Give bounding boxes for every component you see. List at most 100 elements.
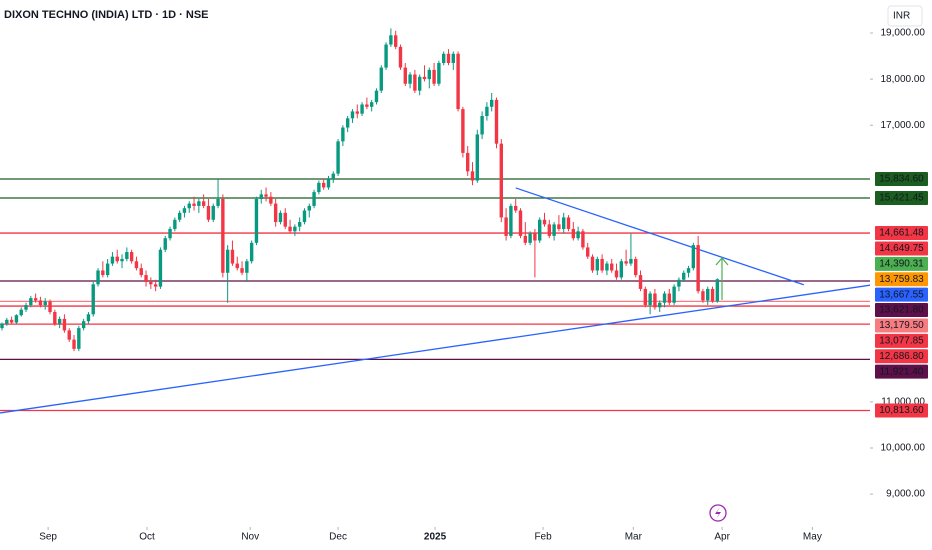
candle-body xyxy=(710,288,715,302)
price-label: 10,813.60 xyxy=(879,405,924,416)
candle-body xyxy=(177,212,182,220)
price-label: 11,921.40 xyxy=(880,366,924,377)
candle-body xyxy=(331,173,335,179)
candle-body xyxy=(62,318,67,331)
candle-body xyxy=(624,261,628,264)
candle-body xyxy=(384,44,388,68)
candle-body xyxy=(485,106,489,117)
candle-body xyxy=(605,263,609,271)
candle-body xyxy=(465,152,470,172)
candle-body xyxy=(38,300,43,306)
candle-body xyxy=(29,298,33,306)
price-label: 15,834.60 xyxy=(879,174,924,185)
candle-body xyxy=(518,210,523,236)
candle-body xyxy=(706,288,710,301)
candle-body xyxy=(201,201,206,206)
candle-body xyxy=(648,293,652,306)
candle-body xyxy=(264,194,268,197)
price-label-bg xyxy=(875,333,928,348)
candle-body xyxy=(91,284,95,315)
candle-body xyxy=(173,219,177,229)
candle-body xyxy=(206,205,211,220)
candle-body xyxy=(571,228,576,239)
candle-body xyxy=(235,263,239,269)
candle-body xyxy=(586,247,590,257)
candle-body xyxy=(96,270,100,285)
x-tick-label: Oct xyxy=(139,532,155,543)
price-label-bg xyxy=(875,403,928,418)
x-tick-label: 2025 xyxy=(424,532,447,543)
trendline xyxy=(515,187,804,286)
candle-body xyxy=(312,192,316,206)
candle-body xyxy=(19,309,23,316)
candle-body xyxy=(345,118,350,128)
y-tick-label: 10,000.00 xyxy=(881,443,926,454)
price-label: 13,077.85 xyxy=(879,336,924,347)
candle-body xyxy=(682,272,686,280)
candle-body xyxy=(542,219,547,225)
candle-body xyxy=(413,74,417,91)
candle-body xyxy=(422,76,427,80)
candle-body xyxy=(686,268,691,273)
candle-body xyxy=(408,74,412,84)
candle-body xyxy=(192,203,196,206)
price-label-bg xyxy=(875,226,928,241)
candle-body xyxy=(403,67,407,84)
candle-body xyxy=(552,224,556,236)
candle-body xyxy=(619,261,624,278)
candle-body xyxy=(182,208,187,213)
price-label-bg xyxy=(875,256,928,271)
candle-body xyxy=(120,258,124,262)
candle-body xyxy=(662,293,667,303)
arrow-annotation xyxy=(715,257,729,300)
y-tick-label: 17,000.00 xyxy=(881,120,926,131)
candle-body xyxy=(321,182,326,188)
plot-area xyxy=(0,28,870,414)
price-label: 13,621.80 xyxy=(879,305,924,316)
candle-body xyxy=(369,102,374,107)
candle-body xyxy=(634,258,638,276)
candle-body xyxy=(509,205,513,236)
candle-body xyxy=(398,46,403,68)
price-label-bg xyxy=(875,272,928,287)
candle-body xyxy=(134,261,139,269)
candle-body xyxy=(259,194,263,200)
candle-body xyxy=(86,314,91,322)
y-tick-label: 19,000.00 xyxy=(881,28,926,39)
candle-body xyxy=(489,99,494,107)
x-tick-label: May xyxy=(803,532,822,543)
candle-body xyxy=(576,231,580,239)
x-tick-label: Dec xyxy=(329,532,347,543)
candle-body xyxy=(499,143,503,218)
candle-body xyxy=(595,258,600,271)
candle-body xyxy=(658,302,662,308)
price-label-bg xyxy=(875,349,928,364)
candle-body xyxy=(0,323,4,329)
x-tick-label: Sep xyxy=(39,532,57,543)
candle-body xyxy=(696,245,700,292)
event-icon[interactable] xyxy=(709,504,727,522)
candle-body xyxy=(144,275,148,283)
candle-body xyxy=(446,53,451,63)
x-tick-label: Feb xyxy=(534,532,552,543)
chart-title: DIXON TECHNO (INDIA) LTD · 1D · NSE xyxy=(4,9,209,21)
candle-body xyxy=(72,339,76,349)
candle-body xyxy=(393,35,398,47)
candle-body xyxy=(461,109,465,153)
candle-body xyxy=(24,305,28,310)
candle-body xyxy=(480,116,484,135)
candle-body xyxy=(456,53,460,110)
candle-body xyxy=(288,226,292,232)
candle-body xyxy=(77,328,81,349)
candle-body xyxy=(105,263,110,276)
candle-body xyxy=(417,76,422,91)
candle-body xyxy=(139,268,143,276)
candle-body xyxy=(317,182,321,193)
x-tick-label: Nov xyxy=(241,532,259,543)
currency-box[interactable] xyxy=(887,5,923,27)
trendline xyxy=(0,284,870,414)
y-tick-label: 11,000.00 xyxy=(881,397,925,408)
candle-body xyxy=(307,205,311,211)
candle-body xyxy=(562,217,566,229)
